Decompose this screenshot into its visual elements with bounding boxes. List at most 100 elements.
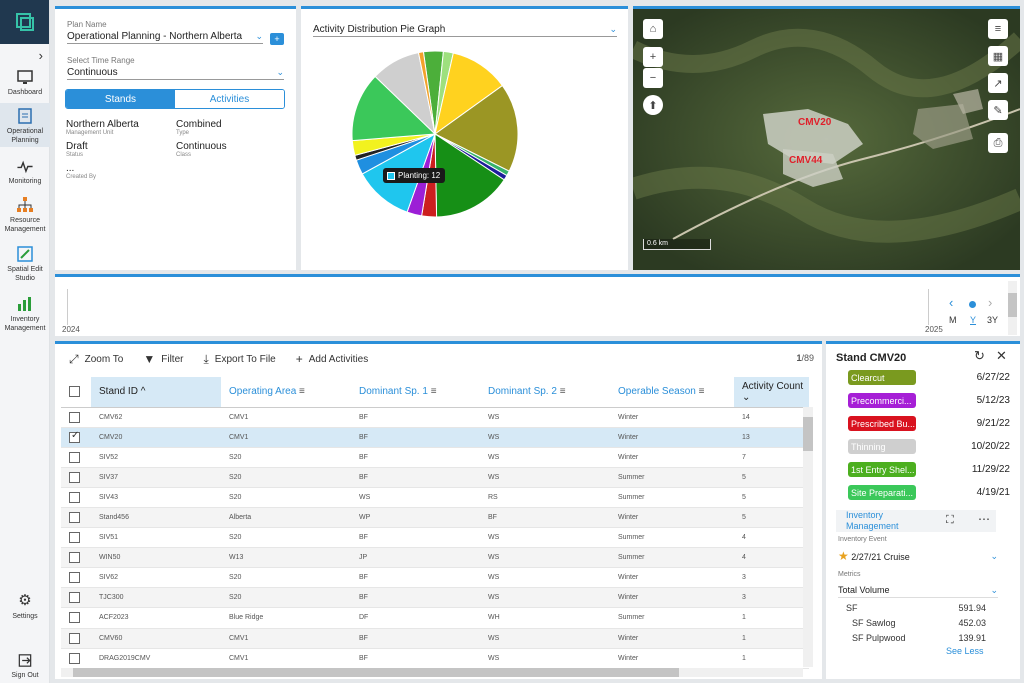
sidebar-item-dashboard[interactable]: Dashboard <box>0 68 50 98</box>
table-row[interactable]: DRAG2019CMV CMV1 BF WS Winter 1 <box>61 648 809 669</box>
table-row[interactable]: CMV62 CMV1 BF WS Winter 14 <box>61 407 809 428</box>
map-panel[interactable]: CMV20 CMV44 ⌂ + − ⬆ ≡ ▦ ↗ ✎ ⎙ 0.6 km <box>633 6 1020 270</box>
timeline-current-dot[interactable] <box>969 301 976 308</box>
sidebar-item-settings[interactable]: ⚙ Settings <box>0 592 50 620</box>
zoom-to-button[interactable]: ⤢ Zoom To <box>69 352 123 367</box>
activity-row[interactable]: 1st Entry Shel... 11/29/22 <box>826 458 1020 481</box>
tab-stands[interactable]: Stands <box>66 90 175 108</box>
sidebar-item-inventory-management[interactable]: Inventory Management <box>0 295 50 333</box>
export-button[interactable]: ⤓ Export To File <box>203 352 275 367</box>
print-button[interactable]: ⎙ <box>988 133 1008 153</box>
table-row[interactable]: SIV37 S20 BF WS Summer 5 <box>61 467 809 488</box>
filter-button[interactable]: ▼ Filter <box>143 352 183 366</box>
expand-button[interactable]: ⛶ <box>946 514 954 527</box>
table-row[interactable]: SIV52 S20 BF WS Winter 7 <box>61 447 809 468</box>
row-checkbox[interactable] <box>69 491 80 503</box>
table-row[interactable]: SIV62 S20 BF WS Winter 3 <box>61 567 809 589</box>
scrollbar-thumb[interactable] <box>1008 293 1017 317</box>
timeline-scrollbar[interactable] <box>1008 281 1017 335</box>
timeline-prev-button[interactable]: ‹ <box>949 295 953 310</box>
activity-row[interactable]: Prescribed Bu... 9/21/22 <box>826 412 1020 435</box>
table-row[interactable]: WIN50 W13 JP WS Summer 4 <box>61 547 809 569</box>
row-checkbox[interactable] <box>69 652 80 664</box>
column-header-operating-area[interactable]: Operating Area ≡ <box>221 377 351 408</box>
column-header-dominant-sp2[interactable]: Dominant Sp. 2 ≡ <box>480 377 610 408</box>
column-header-operable-season[interactable]: Operable Season ≡ <box>610 377 734 408</box>
add-plan-button[interactable]: + <box>270 33 284 45</box>
app-logo[interactable] <box>0 0 49 44</box>
row-checkbox[interactable] <box>69 451 80 463</box>
pie-slice[interactable] <box>351 75 437 142</box>
column-header-activity-count[interactable]: Activity Count ⌄ <box>734 377 809 408</box>
table-cell: CMV60 <box>91 628 221 649</box>
table-row[interactable]: CMV60 CMV1 BF WS Winter 1 <box>61 628 809 649</box>
row-checkbox[interactable] <box>69 430 80 443</box>
activity-row[interactable]: Site Preparati... 4/19/21 <box>826 481 1020 504</box>
table-row[interactable]: SIV43 S20 WS RS Summer 5 <box>61 487 809 508</box>
column-header-dominant-sp1[interactable]: Dominant Sp. 1 ≡ <box>351 377 480 408</box>
row-checkbox[interactable] <box>69 532 80 544</box>
table-row[interactable]: ACF2023 Blue Ridge DF WH Summer 1 <box>61 607 809 629</box>
management-unit-label: Management Unit <box>66 130 114 136</box>
pie-slice[interactable] <box>417 51 436 135</box>
sketch-button[interactable]: ✎ <box>988 100 1008 120</box>
row-checkbox[interactable] <box>69 552 80 564</box>
zoom-year[interactable]: Y <box>970 315 977 325</box>
scrollbar-thumb[interactable] <box>73 668 679 677</box>
compass-button[interactable]: ⬆ <box>643 95 663 115</box>
table-row[interactable]: Stand456 Alberta WP BF Winter 5 <box>61 507 809 529</box>
row-checkbox[interactable] <box>69 592 80 604</box>
select-all-checkbox[interactable] <box>69 386 80 398</box>
table-row[interactable]: TJC300 S20 BF WS Winter 3 <box>61 587 809 609</box>
volume-label: SF <box>846 602 858 613</box>
sidebar-item-spatial-edit-studio[interactable]: Spatial Edit Studio <box>0 245 50 283</box>
table-horizontal-scrollbar[interactable] <box>61 668 803 677</box>
time-range-select[interactable]: Continuous ⌄ <box>67 65 284 80</box>
row-checkbox[interactable] <box>69 612 80 624</box>
row-checkbox[interactable] <box>69 411 80 423</box>
inventory-event-select[interactable]: ★ 2/27/21 Cruise ⌄ <box>838 548 998 564</box>
row-checkbox[interactable] <box>69 572 80 584</box>
chart-type-select[interactable]: Activity Distribution Pie Graph ⌄ <box>313 22 617 37</box>
refresh-button[interactable]: ↻ <box>974 348 985 364</box>
activity-badge: Site Preparati... <box>848 485 916 500</box>
add-activities-button[interactable]: + Add Activities <box>296 352 369 366</box>
expand-sidebar-button[interactable]: › <box>0 46 49 64</box>
scrollbar-thumb[interactable] <box>803 417 813 451</box>
sidebar-item-operational-planning[interactable]: Operational Planning <box>0 103 50 147</box>
sidebar-item-monitoring[interactable]: Monitoring <box>0 158 50 186</box>
zoom-out-button[interactable]: − <box>643 68 663 88</box>
row-checkbox[interactable] <box>69 471 80 483</box>
sidebar-item-resource-management[interactable]: Resource Management <box>0 196 50 234</box>
open-external-button[interactable]: ↗ <box>988 73 1008 93</box>
zoom-in-button[interactable]: + <box>643 47 663 67</box>
activity-row[interactable]: Precommerci... 5/12/23 <box>826 389 1020 412</box>
tab-inventory-management[interactable]: Inventory Management <box>846 510 899 531</box>
pie-slice[interactable] <box>434 84 519 172</box>
activity-row[interactable]: Clearcut 6/27/22 <box>826 366 1020 389</box>
plan-name-select[interactable]: Operational Planning - Northern Alberta … <box>67 29 263 44</box>
zoom-month[interactable]: M <box>949 315 957 325</box>
table-row[interactable]: SIV51 S20 BF WS Summer 4 <box>61 527 809 549</box>
table-vertical-scrollbar[interactable] <box>803 407 813 667</box>
close-button[interactable]: ✕ <box>996 348 1007 364</box>
more-options-button[interactable]: ⋯ <box>978 512 990 526</box>
qr-button[interactable]: ▦ <box>988 46 1008 66</box>
column-label: Operating Area <box>229 386 297 398</box>
timeline-next-button[interactable]: › <box>988 295 992 310</box>
see-less-link[interactable]: See Less <box>946 646 984 656</box>
menu-button[interactable]: ≡ <box>988 19 1008 39</box>
table-cell: CMV1 <box>221 648 351 669</box>
zoom-3year[interactable]: 3Y <box>987 315 999 325</box>
tab-activities[interactable]: Activities <box>175 90 284 108</box>
sidebar-item-sign-out[interactable]: Sign Out <box>0 652 50 680</box>
row-checkbox[interactable] <box>69 632 80 644</box>
column-header-stand-id[interactable]: Stand ID ^ <box>91 377 221 408</box>
timeline-track[interactable] <box>67 289 929 325</box>
row-checkbox[interactable] <box>69 512 80 524</box>
home-button[interactable]: ⌂ <box>643 19 663 39</box>
activity-row[interactable]: Thinning 10/20/22 <box>826 435 1020 458</box>
metric-select[interactable]: Total Volume ⌄ <box>838 583 998 598</box>
pie-slice[interactable] <box>434 133 505 218</box>
